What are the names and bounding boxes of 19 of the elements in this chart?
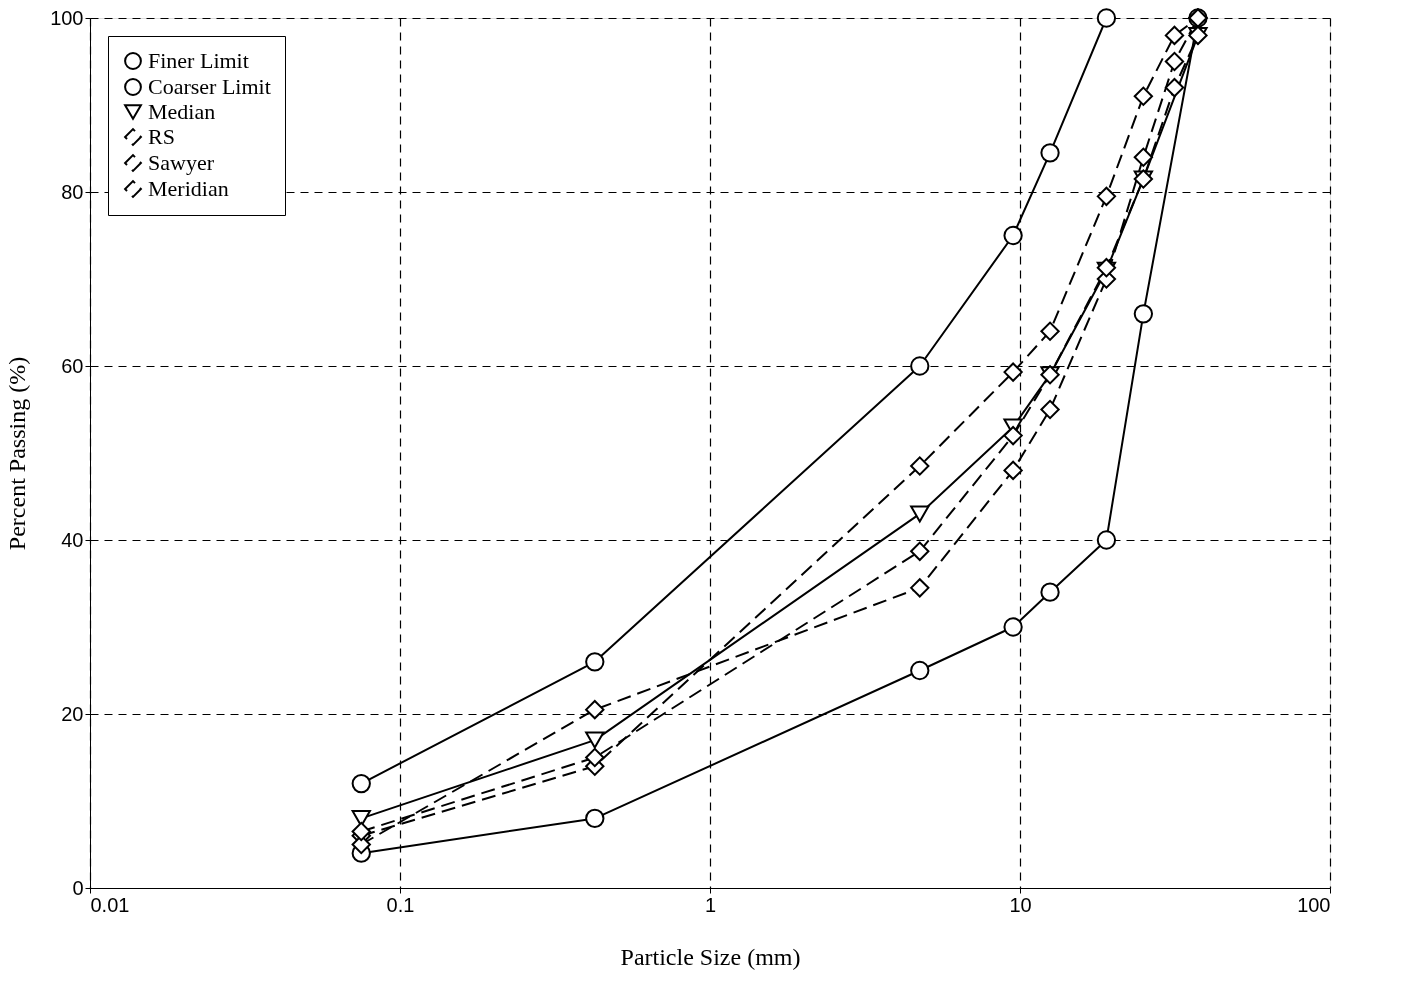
x-tick-label: 0.1 bbox=[386, 893, 415, 916]
legend-label: Finer Limit bbox=[148, 48, 249, 73]
x-tick-label: 1 bbox=[704, 893, 717, 916]
x-tick-label: 100 bbox=[1297, 893, 1331, 916]
legend-label: Meridian bbox=[148, 176, 229, 201]
legend-label: RS bbox=[148, 124, 175, 149]
legend-label: Median bbox=[148, 99, 216, 124]
y-tick-label: 100 bbox=[50, 6, 84, 29]
x-tick-label: 0.01 bbox=[90, 893, 130, 916]
x-tick-label: 10 bbox=[1009, 893, 1032, 916]
x-axis-title: Particle Size (mm) bbox=[620, 943, 801, 970]
y-axis-title: Percent Passing (%) bbox=[4, 356, 31, 551]
legend-label: Coarser Limit bbox=[148, 74, 271, 99]
y-tick-label: 80 bbox=[61, 180, 84, 203]
y-tick-label: 0 bbox=[72, 876, 84, 899]
legend-label: Sawyer bbox=[148, 150, 215, 175]
y-tick-label: 40 bbox=[61, 528, 84, 551]
y-tick-label: 60 bbox=[61, 354, 84, 377]
y-tick-label: 20 bbox=[61, 702, 84, 725]
